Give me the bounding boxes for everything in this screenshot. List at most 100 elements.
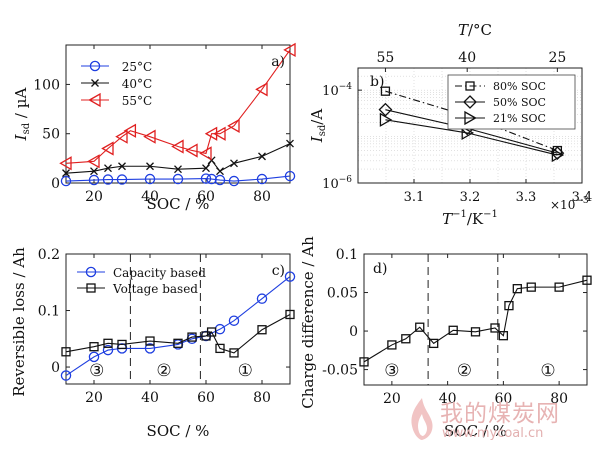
panel-a: 20 40 60 80 0 50 100 SOC / % Isd / µA a) 25°C 40°C 5… [12, 42, 296, 213]
series-1-point [187, 332, 197, 342]
y-axis-label: Isd/A [308, 109, 328, 144]
series-1-point [174, 165, 182, 174]
legend-entry: 21% SOC [493, 112, 546, 125]
panel-label: d) [373, 261, 387, 277]
series-0-point [144, 173, 156, 185]
y-tick-label: 0 [51, 360, 60, 376]
series-2-point [59, 156, 72, 171]
series-1-point [103, 338, 113, 348]
legend-entry: 25°C [122, 60, 152, 74]
series-0-line [385, 90, 558, 152]
y-tick-label: 0.1 [38, 304, 60, 320]
series-0-line [363, 279, 588, 363]
y-tick-label: 100 [33, 77, 60, 93]
series-0-point [144, 343, 156, 354]
y-tick-label: 10−4 [322, 82, 352, 99]
x-tick-label: 3.3 [516, 190, 537, 205]
series-1-point [286, 139, 294, 148]
top-tick-label: 40 [458, 50, 476, 66]
x-axis-label: SOC / % [147, 422, 210, 440]
x-tick-label: 20 [383, 391, 401, 407]
series-2-point [551, 147, 565, 163]
series-2-point [461, 125, 475, 141]
series-1-point [89, 342, 99, 352]
y-tick-label: 0.05 [327, 286, 358, 302]
x-tick-label: 40 [141, 189, 159, 205]
series-1-point [202, 164, 210, 173]
x-tick-label: 60 [197, 189, 215, 205]
series-0-point [284, 271, 296, 282]
series-1-point [206, 327, 217, 337]
series-2-point [185, 143, 198, 158]
series-1-line [65, 143, 291, 174]
top-tick-label: 55 [377, 50, 395, 66]
x-tick-label: 3.2 [460, 190, 481, 205]
axes-box [65, 44, 291, 184]
legend-entry: 50% SOC [493, 96, 546, 109]
series-0-point [228, 315, 240, 326]
panel-d: 20 40 60 80 -0.05 0 0.05 0.1 ③ ② ① SOC / % Charge di… [299, 236, 592, 440]
series-1-point [90, 167, 98, 176]
legend-marker [465, 81, 475, 91]
series-2-line [385, 119, 558, 156]
legend-marker [86, 283, 96, 293]
x-tick-label: 40 [141, 390, 159, 406]
watermark-title: 我的煤炭网 [440, 401, 560, 427]
legend-entry: 55°C [122, 94, 152, 108]
series-0-point [490, 323, 500, 333]
series-0-point [116, 174, 128, 185]
series-1-line [65, 313, 291, 354]
series-0-point [448, 325, 458, 335]
x-axis-label: SOC / % [444, 422, 507, 440]
series-2-point [87, 154, 100, 169]
series-2-point [283, 42, 296, 58]
series-0-point [88, 174, 100, 186]
x-tick-label: 80 [253, 189, 271, 205]
legend-entry: Capacity based [113, 266, 206, 280]
series-1-point [61, 347, 71, 357]
series-0-point [102, 344, 114, 356]
series-0-point [200, 173, 212, 184]
series-0-point [256, 173, 268, 185]
series-0-point [228, 175, 240, 187]
legend-marker [91, 79, 99, 87]
region-label: ③ [89, 361, 104, 381]
series-1-point [257, 325, 267, 335]
y-tick-label: 0 [349, 324, 358, 340]
top-axis-label: T/°C [458, 21, 492, 39]
x-tick-label: 80 [253, 390, 271, 406]
series-0-point [284, 170, 296, 182]
series-1-point [258, 152, 266, 161]
legend-entry: 40°C [122, 77, 152, 91]
series-0-point [504, 300, 514, 311]
series-1-point [285, 309, 295, 320]
panel-c: 20 40 60 80 0 0.1 0.2 ③ ② ① SOC / % Reversible loss… [10, 247, 296, 440]
region-label: ③ [384, 361, 399, 381]
series-0-point [102, 174, 114, 185]
x-tick-label: 20 [85, 189, 103, 205]
series-2-point [227, 118, 240, 133]
y-tick-label: 0 [51, 176, 60, 192]
series-1-point [173, 338, 183, 348]
series-0-line [65, 276, 291, 376]
series-0-point [512, 284, 522, 294]
series-2-point [213, 126, 226, 141]
watermark-url: www.mycoal.cn [442, 426, 544, 441]
series-2-point [123, 123, 137, 138]
series-0-point [380, 86, 391, 96]
x-axis-label: T−1/K−1 [442, 209, 498, 228]
series-0-point [401, 334, 411, 344]
x-tick-label: 3.4 [572, 190, 593, 205]
series-0-point [172, 173, 184, 185]
series-1-point [216, 167, 224, 176]
series-2-point [171, 139, 184, 154]
series-0-line [65, 175, 291, 182]
region-label: ① [540, 361, 555, 381]
series-2-point [204, 126, 218, 141]
series-0-point [387, 340, 397, 350]
series-2-point [115, 129, 128, 144]
top-tick-label: 25 [548, 50, 566, 66]
series-0-point [429, 338, 439, 349]
panel-label: a) [271, 54, 285, 70]
legend-marker [89, 60, 101, 72]
